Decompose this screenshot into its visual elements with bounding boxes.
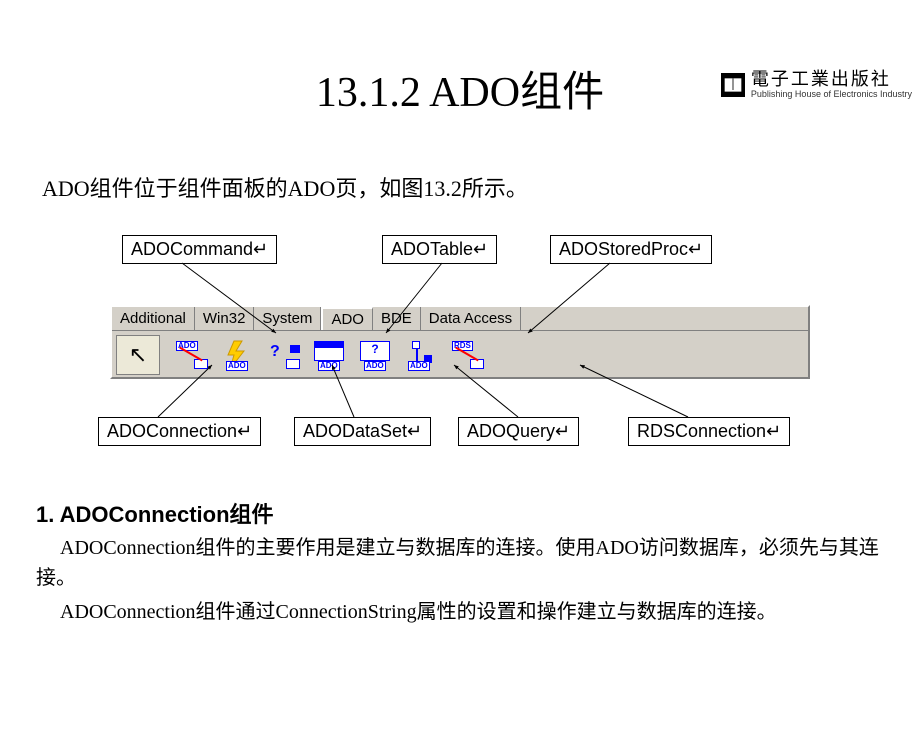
component-icon-2[interactable]: ?: [262, 335, 306, 375]
component-icon-0[interactable]: ADO: [170, 335, 214, 375]
callout-label-rdsconnection: RDSConnection↵: [628, 417, 790, 446]
component-diagram: ADOCommand↵ ADOTable↵ ADOStoredProc↵ ADOCo…: [80, 235, 840, 455]
palette-tab-system[interactable]: System: [254, 307, 321, 330]
palette-tab-data-access[interactable]: Data Access: [421, 307, 521, 330]
intro-paragraph: ADO组件位于组件面板的ADO页，如图13.2所示。: [42, 171, 920, 203]
callout-label-adodataset: ADODataSet↵: [294, 417, 431, 446]
palette-tab-additional[interactable]: Additional: [112, 307, 195, 330]
callout-label-adoquery: ADOQuery↵: [458, 417, 579, 446]
callout-label-adoconnection: ADOConnection↵: [98, 417, 261, 446]
cursor-icon: ↖: [129, 342, 147, 368]
component-icon-5[interactable]: ADO: [400, 335, 444, 375]
callout-label-adocommand: ADOCommand↵: [122, 235, 277, 264]
component-icon-1[interactable]: ADO: [216, 335, 260, 375]
publisher-text: 電子工業出版社 Publishing House of Electronics …: [751, 70, 912, 100]
section-para-1: ADOConnection组件的主要作用是建立与数据库的连接。使用ADO访问数据…: [36, 533, 884, 593]
palette-tab-bde[interactable]: BDE: [373, 307, 421, 330]
publisher-logo: 電子工業出版社 Publishing House of Electronics …: [721, 70, 912, 100]
callout-label-adostoredproc: ADOStoredProc↵: [550, 235, 712, 264]
cursor-tool[interactable]: ↖: [116, 335, 160, 375]
component-icon-3[interactable]: ADO: [308, 335, 352, 375]
component-icon-4[interactable]: ?ADO: [354, 335, 398, 375]
palette-tab-ado[interactable]: ADO: [321, 307, 373, 330]
component-palette-toolbar: AdditionalWin32SystemADOBDEData Access ↖…: [110, 305, 810, 379]
publisher-name-cn: 電子工業出版社: [751, 70, 912, 90]
publisher-name-en: Publishing House of Electronics Industry: [751, 90, 912, 100]
palette-tab-row: AdditionalWin32SystemADOBDEData Access: [112, 307, 808, 331]
palette-tab-win32[interactable]: Win32: [195, 307, 255, 330]
callout-label-adotable: ADOTable↵: [382, 235, 497, 264]
section-para-2: ADOConnection组件通过ConnectionString属性的设置和操…: [36, 597, 884, 627]
component-icon-6[interactable]: RDS: [446, 335, 490, 375]
palette-icon-row: ↖ ADOADO?ADO?ADOADORDS: [112, 331, 808, 379]
section-heading: 1. ADOConnection组件: [36, 497, 920, 529]
book-icon: [721, 73, 745, 97]
